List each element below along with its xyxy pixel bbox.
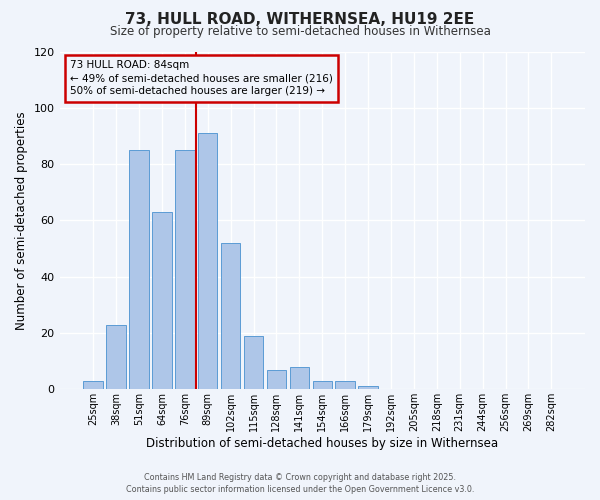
Bar bbox=[129, 150, 149, 390]
Bar bbox=[221, 243, 241, 390]
Bar bbox=[358, 386, 378, 390]
Bar bbox=[198, 133, 217, 390]
Bar bbox=[335, 381, 355, 390]
Text: Contains HM Land Registry data © Crown copyright and database right 2025.
Contai: Contains HM Land Registry data © Crown c… bbox=[126, 472, 474, 494]
Bar bbox=[244, 336, 263, 390]
Text: 73, HULL ROAD, WITHERNSEA, HU19 2EE: 73, HULL ROAD, WITHERNSEA, HU19 2EE bbox=[125, 12, 475, 28]
X-axis label: Distribution of semi-detached houses by size in Withernsea: Distribution of semi-detached houses by … bbox=[146, 437, 499, 450]
Bar bbox=[290, 367, 309, 390]
Y-axis label: Number of semi-detached properties: Number of semi-detached properties bbox=[15, 111, 28, 330]
Bar bbox=[175, 150, 194, 390]
Bar bbox=[267, 370, 286, 390]
Text: 73 HULL ROAD: 84sqm
← 49% of semi-detached houses are smaller (216)
50% of semi-: 73 HULL ROAD: 84sqm ← 49% of semi-detach… bbox=[70, 60, 333, 96]
Bar bbox=[152, 212, 172, 390]
Bar bbox=[106, 324, 126, 390]
Bar bbox=[313, 381, 332, 390]
Text: Size of property relative to semi-detached houses in Withernsea: Size of property relative to semi-detach… bbox=[110, 25, 490, 38]
Bar bbox=[83, 381, 103, 390]
